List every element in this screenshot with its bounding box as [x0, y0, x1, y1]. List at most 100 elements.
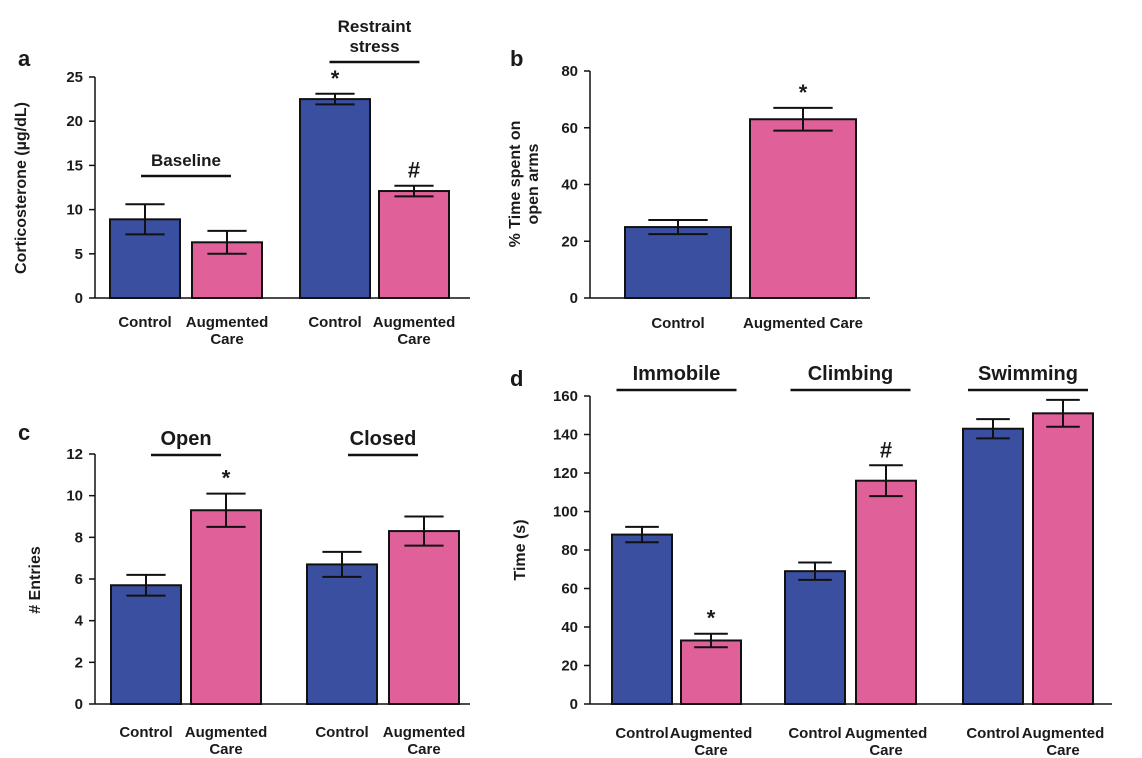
panel-letter-c: c: [18, 420, 30, 445]
error-bar: [869, 464, 903, 498]
error-bar: [798, 561, 832, 581]
bar-control: [611, 533, 673, 705]
group-label: Open: [160, 428, 211, 450]
bar-augmented: [749, 118, 857, 299]
x-category-label: Control: [788, 725, 841, 742]
y-tick-label: 20: [66, 113, 83, 130]
x-category-label-line2: Care: [210, 331, 243, 348]
error-bar: [694, 632, 728, 649]
x-category-label: Augmented: [185, 724, 268, 741]
x-category-label-line2: Care: [397, 331, 430, 348]
y-tick-label: 160: [553, 388, 578, 405]
x-category-label: Control: [615, 725, 668, 742]
x-category-label-line2: Care: [869, 742, 902, 758]
x-category-label: Augmented: [373, 314, 456, 331]
panel-letter-b: b: [510, 46, 523, 71]
x-category-label: Augmented: [1022, 725, 1105, 742]
x-category-label-line2: Care: [209, 741, 242, 758]
panel-b: b 0 20 40 60 80 % Time spent on open arms * Co…: [507, 46, 870, 332]
group-label: Immobile: [633, 363, 721, 385]
error-bar: [648, 218, 708, 236]
x-category-label: Augmented: [186, 314, 269, 331]
x-category-label: Control: [966, 725, 1019, 742]
x-category-label-line2: Care: [694, 742, 727, 758]
y-tick-label: 140: [553, 427, 578, 444]
bar-augmented: [855, 479, 917, 706]
error-bar: [126, 573, 166, 597]
y-axis-title: # Entries: [27, 546, 44, 614]
bars-a: *#: [109, 66, 450, 300]
x-category-label-line2: Care: [1046, 742, 1079, 758]
group-label: Closed: [350, 428, 417, 450]
bar-control: [110, 584, 182, 705]
bar-augmented: [680, 639, 742, 705]
x-category-label-line2: Care: [407, 741, 440, 758]
y-tick-label: 10: [66, 202, 83, 219]
bars-c: *: [110, 466, 460, 706]
bar-control: [784, 570, 846, 705]
y-tick-label: 80: [561, 63, 578, 80]
x-category-label: Control: [119, 724, 172, 741]
significance-marker: *: [707, 606, 716, 631]
bar-control: [624, 226, 732, 299]
y-tick-label: 0: [570, 696, 578, 713]
bars-b: *: [624, 80, 857, 299]
y-tick-label: 60: [561, 120, 578, 137]
y-tick-label: 40: [561, 177, 578, 194]
error-bar: [773, 106, 833, 132]
labels-b: Control Augmented Care: [651, 315, 863, 332]
error-bar: [394, 184, 434, 198]
bars-d: *#: [611, 398, 1094, 706]
y-axis-title-line2: open arms: [525, 143, 542, 224]
error-bar: [125, 203, 165, 236]
bar-augmented: [378, 190, 450, 299]
bar-augmented: [190, 509, 262, 705]
significance-marker: #: [880, 437, 892, 462]
y-axis-title: Corticosterone (µg/dL): [13, 102, 30, 274]
y-tick-label: 100: [553, 504, 578, 521]
y-tick-label: 0: [75, 696, 83, 713]
group-label: Restraint: [338, 17, 412, 36]
y-tick-label: 80: [561, 542, 578, 559]
group-label: Baseline: [151, 151, 221, 170]
error-bar: [625, 525, 659, 544]
y-tick-label: 5: [75, 246, 83, 263]
x-category-label: Control: [315, 724, 368, 741]
y-tick-label: 40: [561, 619, 578, 636]
y-tick-label: 0: [75, 290, 83, 307]
y-tick-label: 8: [75, 529, 83, 546]
axes-d: 0 20 40 60 80 100 120 140 160 Time (s): [512, 388, 1112, 713]
x-category-label: Augmented Care: [743, 315, 863, 332]
y-tick-label: 0: [570, 290, 578, 307]
x-category-label: Augmented: [383, 724, 466, 741]
error-bar: [315, 92, 355, 106]
panel-letter-a: a: [18, 46, 31, 71]
x-category-label: Control: [651, 315, 704, 332]
bar-augmented: [1032, 412, 1094, 705]
y-tick-label: 120: [553, 465, 578, 482]
x-category-label: Control: [308, 314, 361, 331]
y-tick-label: 20: [561, 658, 578, 675]
y-tick-label: 2: [75, 654, 83, 671]
error-bar: [206, 492, 246, 528]
y-tick-label: 4: [75, 613, 84, 630]
error-bar: [976, 418, 1010, 440]
x-category-label: Augmented: [845, 725, 928, 742]
error-bar: [322, 550, 362, 578]
group-label-line2: stress: [349, 37, 399, 56]
y-tick-label: 6: [75, 571, 83, 588]
x-category-label: Augmented: [670, 725, 753, 742]
significance-marker: #: [408, 158, 420, 183]
y-axis-title: Time (s): [512, 519, 529, 580]
group-label: Climbing: [808, 363, 894, 385]
bar-control: [299, 98, 371, 299]
significance-marker: *: [799, 80, 808, 105]
significance-marker: *: [331, 66, 340, 91]
significance-marker: *: [222, 466, 231, 491]
